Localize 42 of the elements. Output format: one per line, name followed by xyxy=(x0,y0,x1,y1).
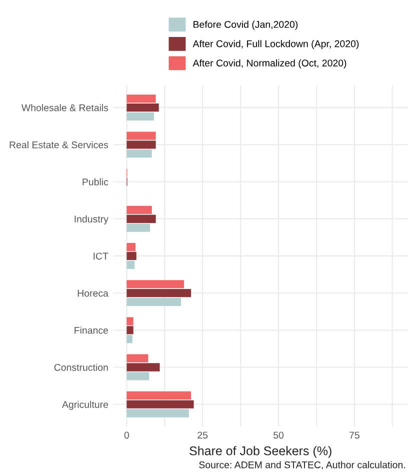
bar xyxy=(126,112,154,121)
legend-label: After Covid, Full Lockdown (Apr, 2020) xyxy=(192,40,359,50)
y-tick-label: ICT xyxy=(94,252,108,260)
bar xyxy=(126,214,156,223)
source-note: Source: ADEM and STATEC, Author calculation. xyxy=(199,461,405,470)
bar xyxy=(126,409,189,418)
bar xyxy=(126,326,134,334)
bar xyxy=(126,334,132,344)
bar xyxy=(126,94,156,103)
y-tick-label: Public xyxy=(82,178,108,186)
bar xyxy=(126,224,150,232)
bar xyxy=(126,140,156,149)
bar xyxy=(126,400,194,408)
y-tick-label: Industry xyxy=(74,215,108,224)
bar xyxy=(126,103,159,112)
bar xyxy=(126,242,136,252)
y-tick-label: Finance xyxy=(74,326,108,334)
x-tick-label: 25 xyxy=(198,432,208,439)
bar xyxy=(126,363,160,372)
bar xyxy=(126,317,134,326)
bar xyxy=(126,260,135,269)
y-tick-label: Agriculture xyxy=(62,400,108,410)
y-tick-label: Real Estate & Services xyxy=(10,141,108,148)
bar xyxy=(126,132,156,140)
x-tick-label: 50 xyxy=(273,432,284,439)
y-tick-label: Construction xyxy=(54,364,108,371)
y-tick-label: Wholesale & Retails xyxy=(21,104,108,112)
x-tick-label: 0 xyxy=(124,432,129,439)
bar xyxy=(126,298,182,306)
y-tick-label: Horeca xyxy=(78,290,108,297)
x-axis-title: Share of Job Seekers (%) xyxy=(190,446,332,458)
bar xyxy=(126,206,152,214)
bar xyxy=(126,391,192,400)
x-tick-label: 75 xyxy=(350,432,360,439)
bar xyxy=(126,372,150,380)
bar xyxy=(126,280,184,288)
bar xyxy=(126,354,148,362)
legend-label: Before Covid (Jan,2020) xyxy=(194,20,298,30)
bar xyxy=(126,288,192,298)
bar xyxy=(126,149,152,158)
bar xyxy=(126,252,136,260)
legend-label: After Covid, Normalized (Oct, 2020) xyxy=(192,59,346,68)
